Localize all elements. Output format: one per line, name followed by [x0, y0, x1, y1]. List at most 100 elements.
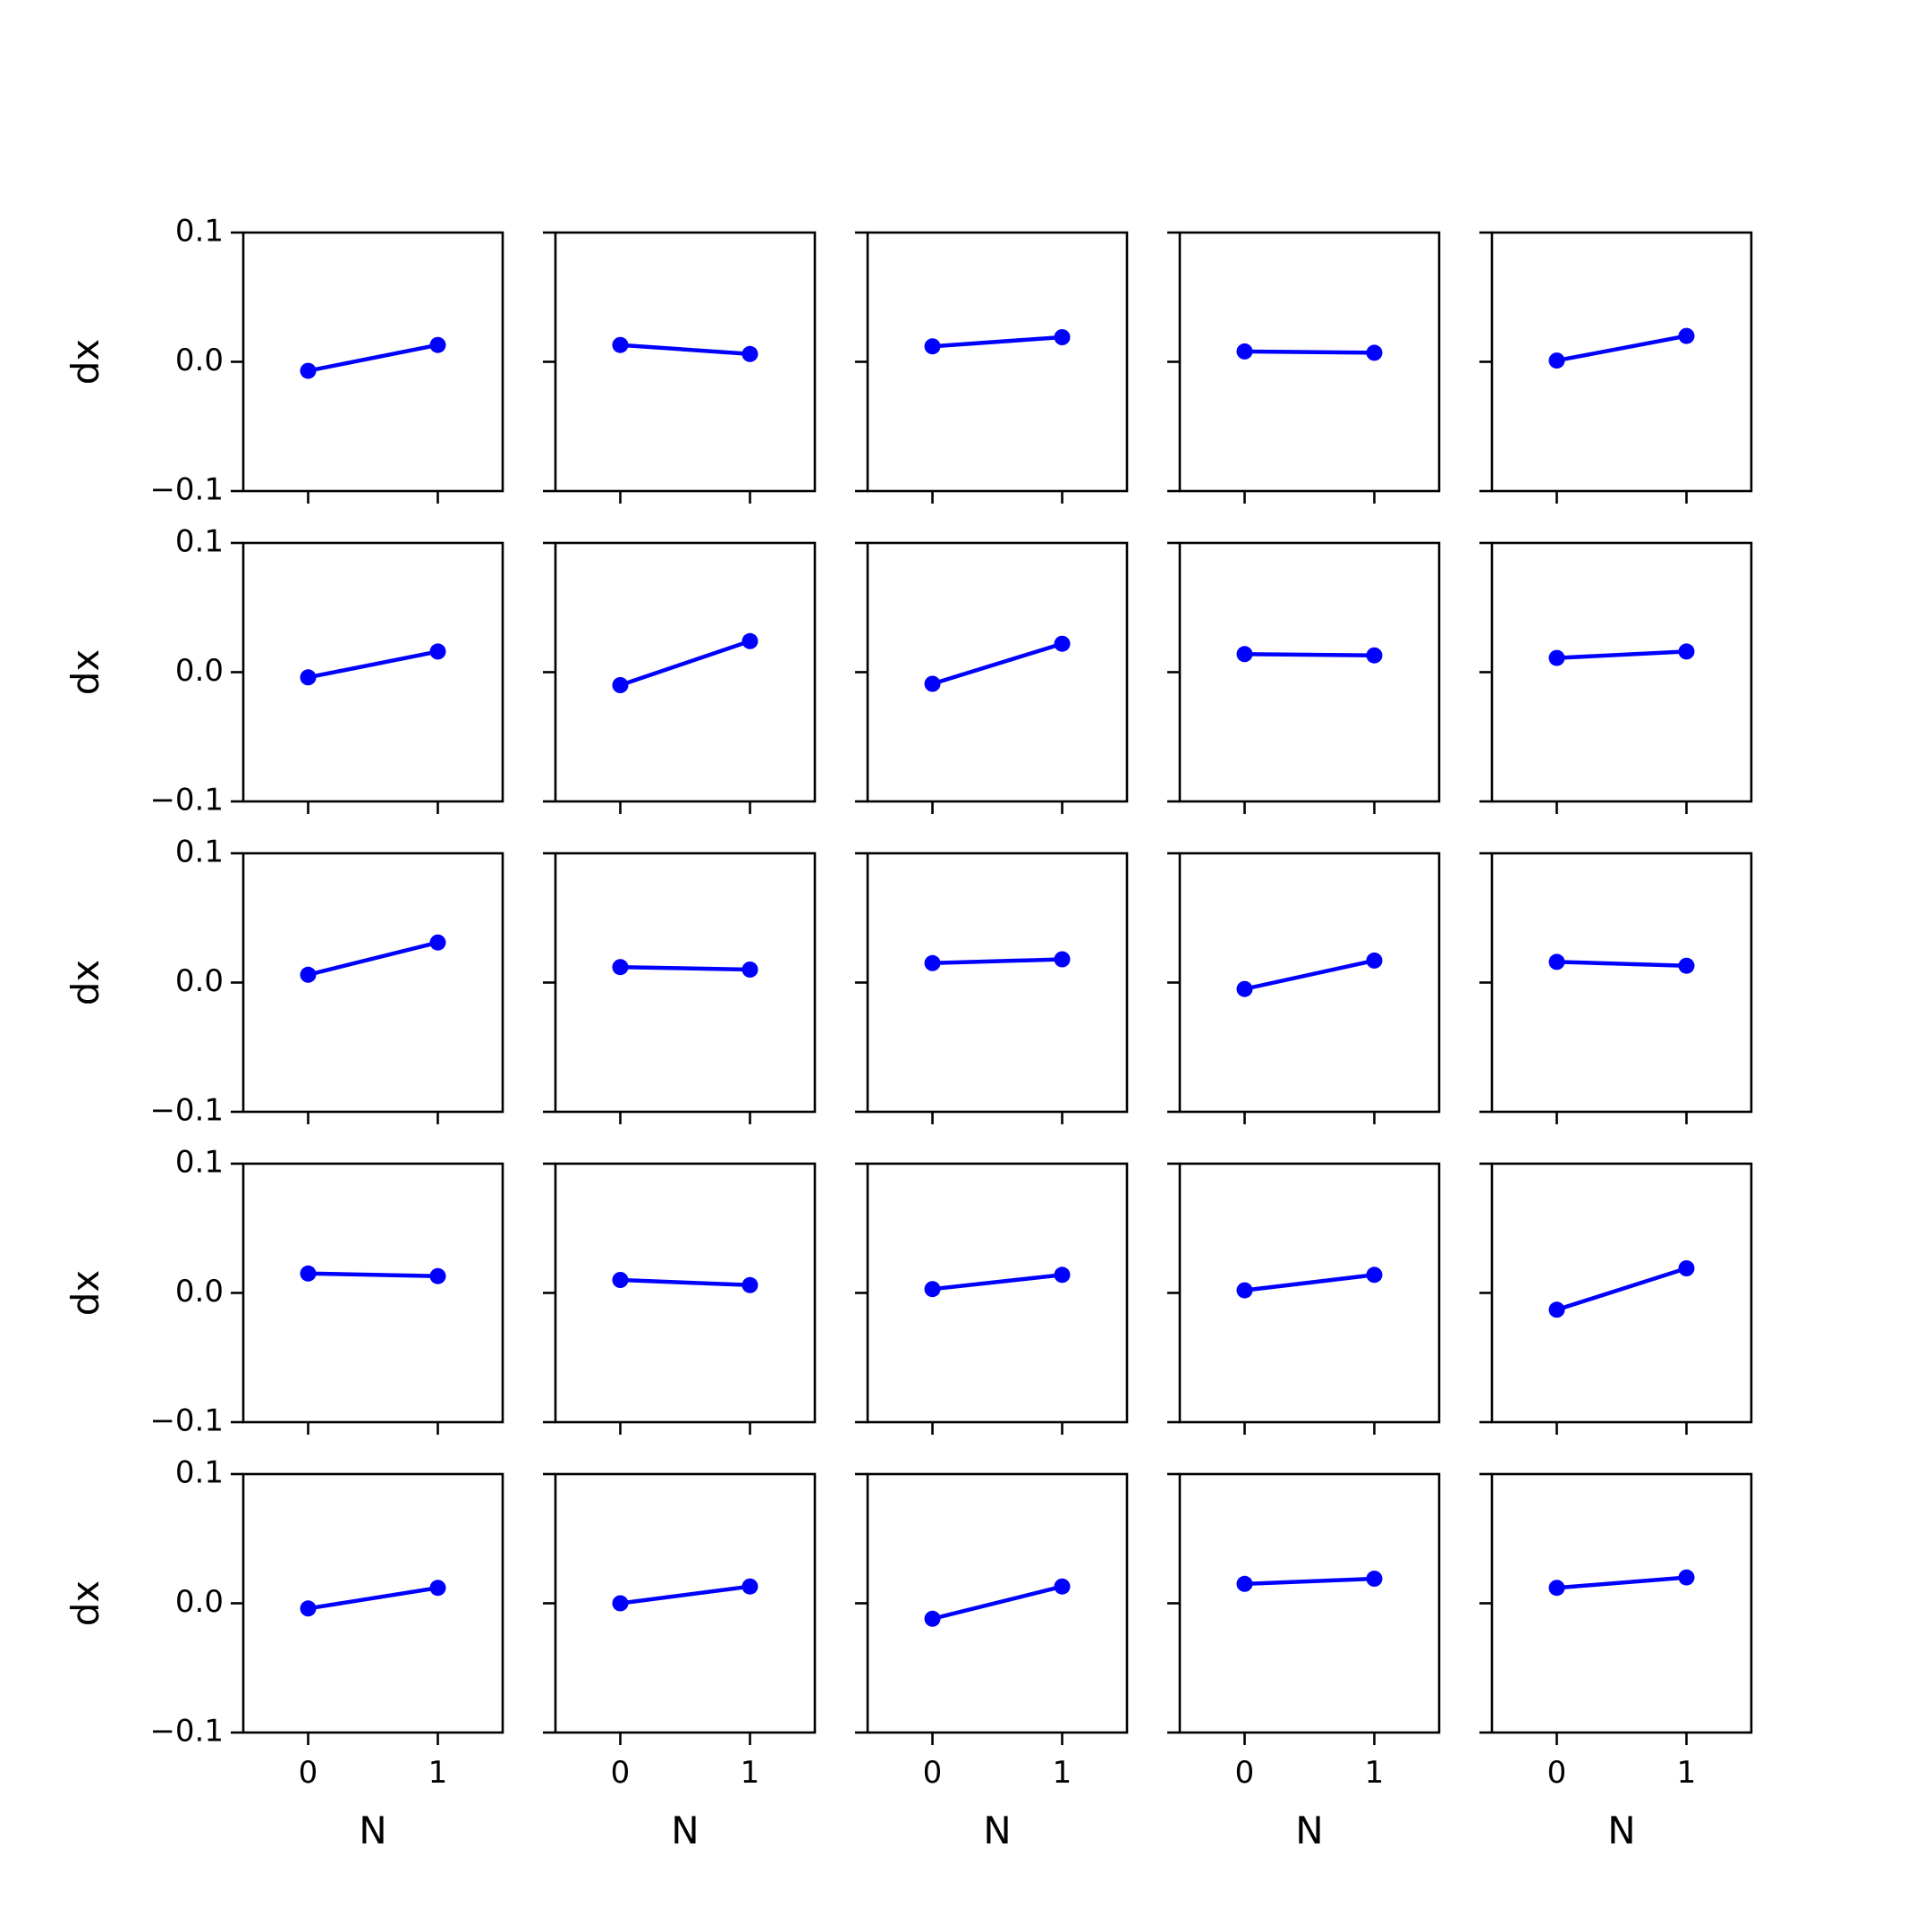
axes-frame	[866, 852, 1129, 1114]
data-point-1	[1366, 647, 1383, 664]
data-point-0	[924, 954, 941, 971]
data-point-1	[1054, 329, 1071, 345]
data-point-1	[741, 345, 758, 362]
series-line	[931, 1584, 1063, 1621]
data-point-0	[924, 338, 941, 355]
data-point-1	[741, 632, 758, 649]
x-tick-label: 1	[1677, 1755, 1697, 1791]
y-tick-label: 0.1	[175, 1455, 224, 1491]
x-tick-label: 1	[1365, 1755, 1385, 1791]
data-point-1	[1678, 957, 1695, 974]
data-point-0	[300, 1600, 317, 1617]
axes-frame	[1178, 541, 1441, 803]
x-tick-label: 1	[741, 1755, 760, 1791]
subplot-r5-c1: 0.1 0.0 −0.1 0 1 dx N	[64, 1455, 504, 1852]
data-point-0	[1548, 352, 1565, 369]
y-tick-label: 0.0	[175, 653, 224, 689]
y-tick-label: −0.1	[149, 1714, 224, 1750]
subplot-r5-c4: 0 1 N	[1167, 1472, 1441, 1852]
data-point-1	[429, 934, 446, 951]
series-line	[932, 1273, 1063, 1292]
data-point-0	[1236, 980, 1253, 997]
data-point-1	[1366, 952, 1383, 969]
subplot-r2-c1: 0.1 0.0 −0.1 dx	[64, 524, 504, 818]
series-line	[308, 649, 438, 680]
y-tick-label: 0.0	[175, 963, 224, 999]
series-line	[619, 639, 751, 688]
series-line	[620, 1277, 750, 1288]
data-point-0	[300, 669, 317, 686]
axes-frame	[1178, 1472, 1441, 1734]
x-tick-label: 1	[428, 1755, 448, 1791]
axes-frame	[1178, 231, 1441, 493]
y-axis-title: dx	[64, 1580, 107, 1627]
subplot-r1-c5	[1479, 231, 1753, 504]
data-point-0	[924, 1281, 941, 1298]
subplot-r3-c2	[543, 852, 817, 1124]
data-point-0	[924, 1610, 941, 1627]
x-axis-title: N	[671, 1809, 699, 1852]
axes-frame	[242, 852, 504, 1114]
series-line	[620, 964, 750, 972]
series-line	[1555, 1266, 1688, 1312]
data-point-1	[741, 1578, 758, 1595]
y-tick-label: 0.1	[175, 524, 224, 560]
subplot-r2-c5	[1479, 541, 1753, 814]
subplot-r4-c1: 0.1 0.0 −0.1 dx	[64, 1145, 504, 1439]
y-tick-label: −0.1	[149, 472, 224, 508]
subplot-r1-c1: 0.1 0.0 −0.1 dx	[64, 214, 504, 508]
axes-frame	[554, 852, 817, 1114]
subplot-r4-c4	[1167, 1162, 1441, 1435]
data-point-0	[1236, 1575, 1253, 1592]
subplot-r3-c3	[855, 852, 1129, 1124]
axes-frame	[1490, 231, 1753, 493]
data-point-0	[1548, 649, 1565, 666]
series-line	[931, 641, 1063, 686]
y-tick-label: 0.0	[175, 1584, 224, 1620]
data-point-1	[1054, 951, 1071, 968]
axes-frame	[1490, 852, 1753, 1114]
axes-frame	[1178, 852, 1441, 1114]
data-point-1	[1054, 1578, 1071, 1595]
series-line	[620, 343, 750, 357]
data-point-0	[1236, 1282, 1253, 1299]
data-point-1	[1678, 643, 1695, 660]
x-tick-label: 0	[1547, 1755, 1567, 1791]
data-point-1	[1678, 1569, 1695, 1586]
subplot-r1-c3	[855, 231, 1129, 504]
data-point-1	[1366, 1571, 1383, 1587]
data-point-1	[1054, 1267, 1071, 1284]
x-tick-label: 1	[1053, 1755, 1072, 1791]
y-tick-label: −0.1	[149, 783, 224, 818]
data-point-0	[924, 675, 941, 692]
data-point-0	[1236, 646, 1253, 663]
series-line	[308, 1585, 438, 1611]
x-tick-label: 0	[923, 1755, 943, 1791]
subplot-r4-c5	[1479, 1162, 1753, 1435]
series-line	[1244, 1576, 1375, 1587]
axes-frame	[242, 1162, 504, 1424]
axes-frame	[1490, 541, 1753, 803]
series-line	[1244, 1273, 1375, 1292]
axes-frame	[242, 1472, 504, 1734]
data-point-1	[429, 1267, 446, 1284]
data-point-0	[612, 677, 629, 693]
data-point-0	[300, 1265, 317, 1282]
series-line	[1556, 334, 1687, 363]
data-point-0	[612, 1272, 629, 1288]
y-tick-label: 0.0	[175, 343, 224, 378]
data-point-1	[429, 336, 446, 353]
subplot-r2-c4	[1167, 541, 1441, 814]
series-line	[307, 940, 439, 977]
series-line	[620, 1584, 750, 1606]
axes-frame	[554, 1472, 817, 1734]
subplot-r3-c1: 0.1 0.0 −0.1 dx	[64, 835, 504, 1129]
axes-frame	[1490, 1162, 1753, 1424]
y-tick-label: −0.1	[149, 1093, 224, 1129]
y-axis-title: dx	[64, 339, 107, 386]
data-point-1	[1366, 1267, 1383, 1284]
series-line	[932, 957, 1063, 966]
series-line	[1244, 652, 1375, 657]
axes-frame	[554, 231, 817, 493]
